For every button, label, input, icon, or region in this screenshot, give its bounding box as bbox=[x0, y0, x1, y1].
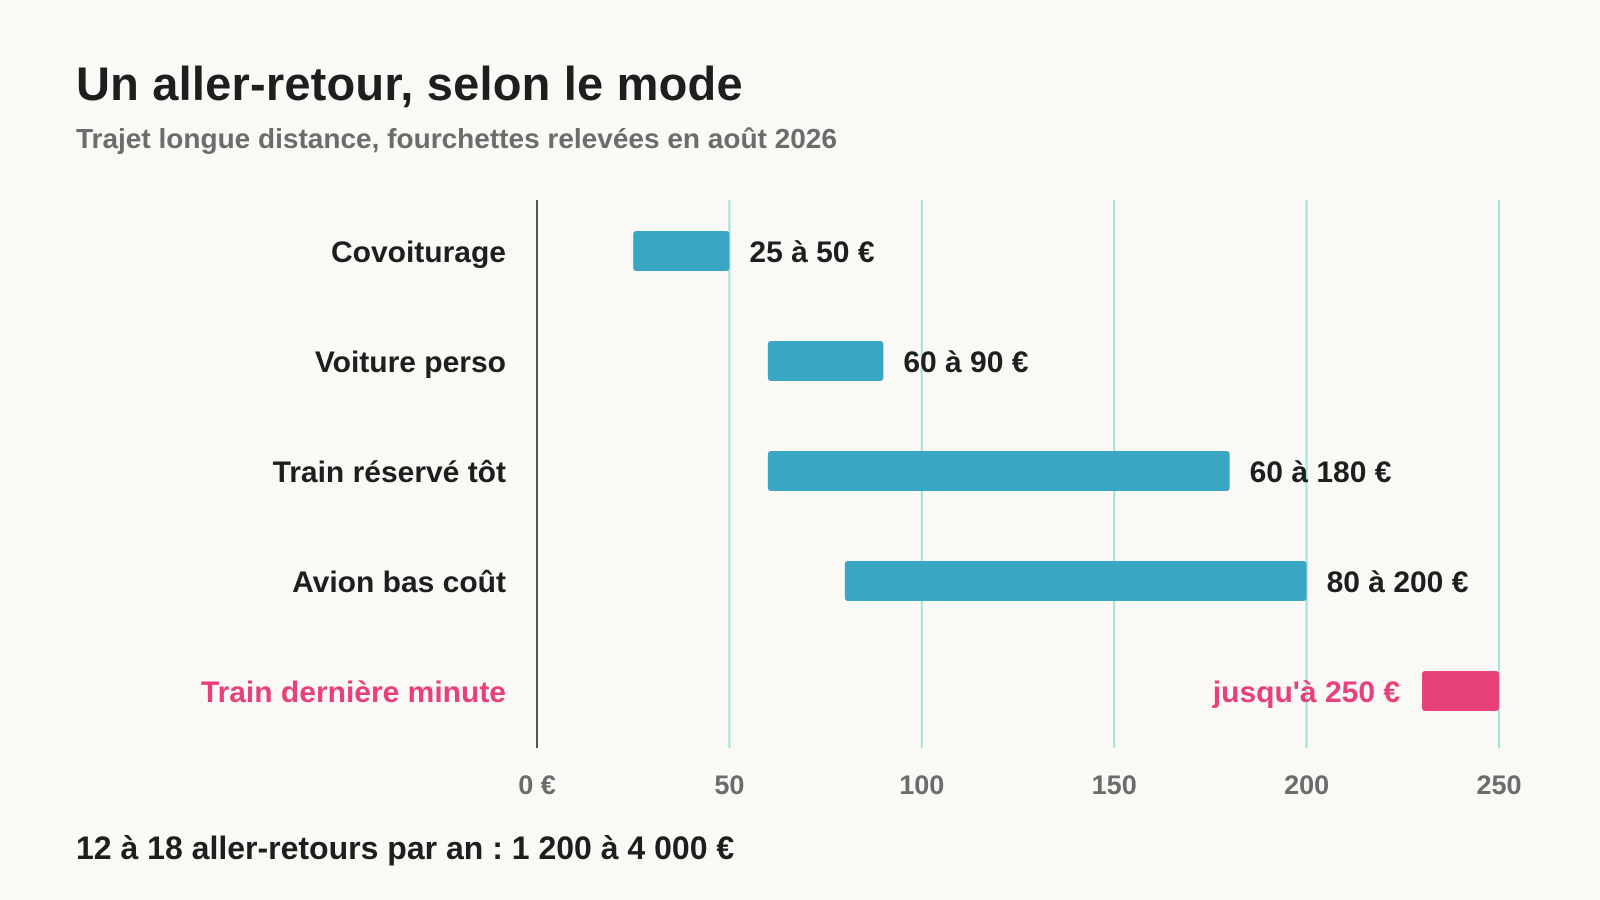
x-tick-label: 0 € bbox=[518, 770, 556, 800]
bars bbox=[633, 231, 1499, 711]
category-label: Train dernière minute bbox=[201, 676, 506, 709]
value-label: 25 à 50 € bbox=[749, 236, 874, 269]
value-label: 60 à 180 € bbox=[1250, 456, 1392, 489]
category-label: Avion bas coût bbox=[292, 566, 506, 599]
chart-title: Un aller-retour, selon le mode bbox=[76, 57, 743, 110]
labels: Covoiturage 25 à 50 € Voiture perso 60 à 90… bbox=[201, 236, 1469, 709]
range-bar bbox=[767, 341, 884, 381]
value-label: 60 à 90 € bbox=[903, 346, 1028, 379]
range-bar bbox=[1422, 671, 1499, 711]
x-tick-label: 50 bbox=[714, 770, 744, 800]
chart-subtitle: Trajet longue distance, fourchettes rele… bbox=[76, 123, 837, 154]
range-bar bbox=[767, 451, 1230, 491]
x-tick-label: 250 bbox=[1476, 770, 1521, 800]
value-label: jusqu'à 250 € bbox=[1212, 676, 1401, 709]
chart-footer: 12 à 18 aller-retours par an : 1 200 à 4… bbox=[76, 830, 735, 866]
x-tick-label: 100 bbox=[899, 770, 944, 800]
x-tick-label: 150 bbox=[1092, 770, 1137, 800]
x-axis: 0 € 50 100 150 200 250 bbox=[518, 200, 1522, 800]
range-bar bbox=[844, 561, 1307, 601]
value-label: 80 à 200 € bbox=[1327, 566, 1469, 599]
category-label: Train réservé tôt bbox=[273, 456, 506, 489]
x-tick-label: 200 bbox=[1284, 770, 1329, 800]
category-label: Covoiturage bbox=[331, 236, 506, 269]
range-bar bbox=[633, 231, 730, 271]
category-label: Voiture perso bbox=[315, 346, 506, 379]
